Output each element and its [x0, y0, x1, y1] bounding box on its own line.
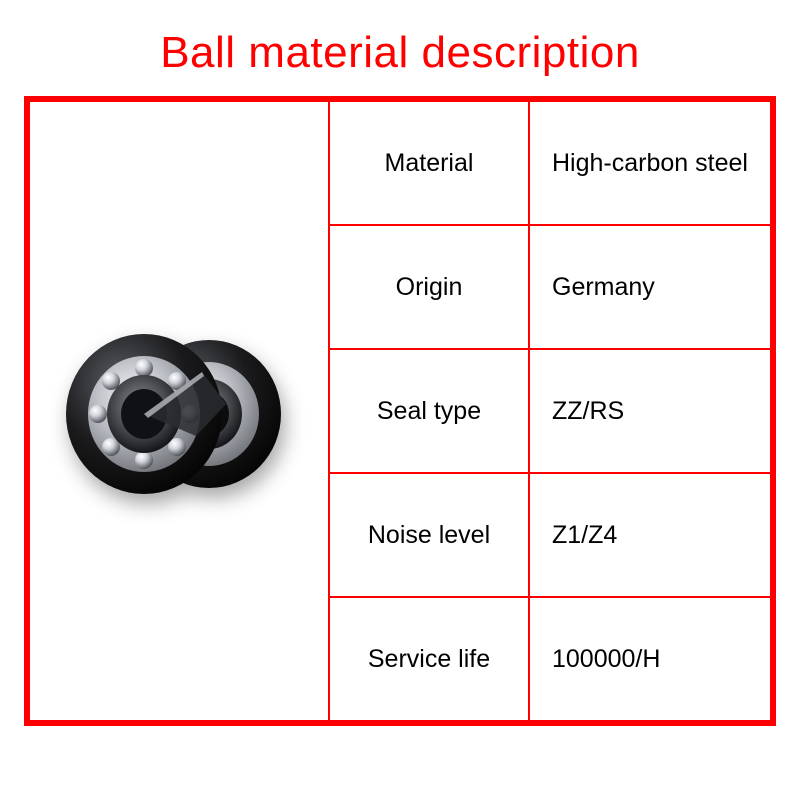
spec-table: Material High-carbon steel Origin German…: [28, 100, 772, 722]
page-title: Ball material description: [0, 0, 800, 96]
value-material: High-carbon steel: [529, 101, 771, 225]
label-origin: Origin: [329, 225, 529, 349]
product-image-cell: [29, 101, 329, 721]
label-material: Material: [329, 101, 529, 225]
bearing-icon: [64, 316, 294, 506]
spec-table-container: Material High-carbon steel Origin German…: [24, 96, 776, 726]
label-noise-level: Noise level: [329, 473, 529, 597]
label-service-life: Service life: [329, 597, 529, 721]
label-seal-type: Seal type: [329, 349, 529, 473]
value-noise-level: Z1/Z4: [529, 473, 771, 597]
value-seal-type: ZZ/RS: [529, 349, 771, 473]
value-service-life: 100000/H: [529, 597, 771, 721]
value-origin: Germany: [529, 225, 771, 349]
